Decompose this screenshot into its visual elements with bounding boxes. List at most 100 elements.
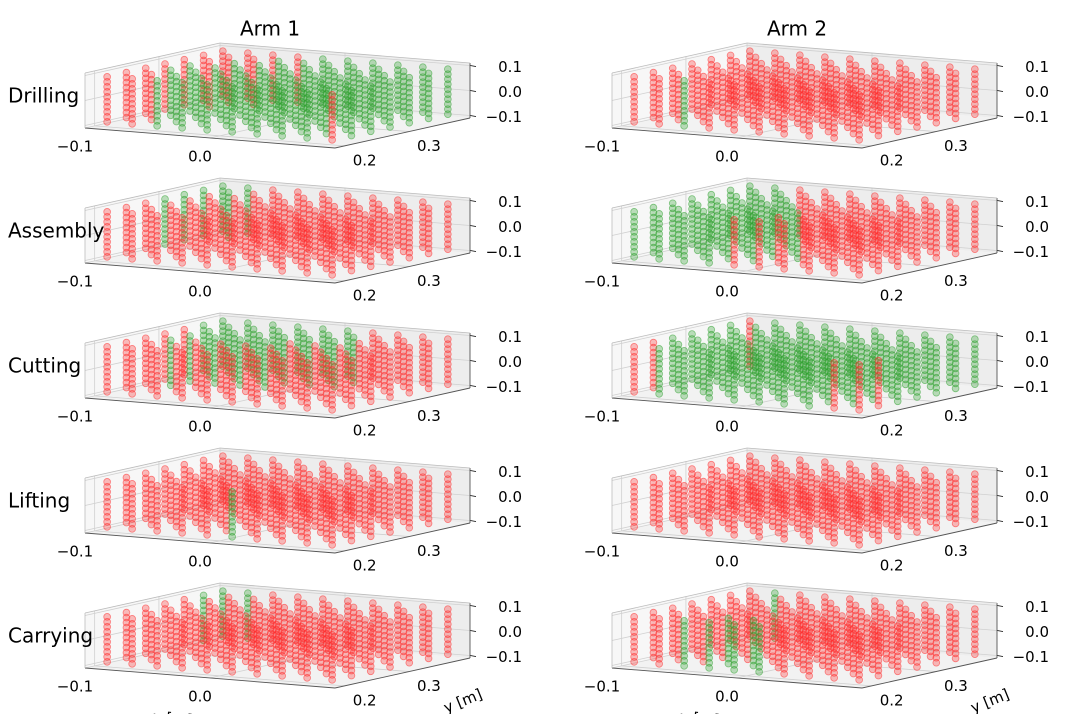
z-tick-mark — [469, 200, 477, 202]
x-tick-label: −0.1 — [584, 408, 620, 426]
point — [305, 335, 314, 344]
point — [907, 341, 916, 350]
point — [780, 355, 788, 363]
point — [805, 357, 813, 365]
point — [166, 471, 175, 480]
point — [266, 479, 275, 488]
point — [266, 74, 275, 83]
point — [688, 330, 696, 338]
z-tick-label: 0.1 — [1025, 193, 1049, 211]
point — [830, 89, 838, 97]
y-tick-label: 0.2 — [880, 421, 904, 439]
point — [843, 78, 852, 87]
point — [655, 345, 663, 353]
point — [203, 81, 211, 89]
point — [324, 331, 333, 340]
point — [855, 226, 863, 234]
x-axis — [84, 127, 336, 149]
row-label: Cutting — [8, 354, 81, 378]
z-tick-mark — [996, 250, 1004, 252]
point — [186, 467, 194, 475]
point — [746, 47, 754, 55]
point — [405, 73, 414, 82]
point — [319, 460, 327, 468]
point — [680, 212, 688, 220]
z-tick-mark — [469, 520, 477, 522]
point — [832, 335, 841, 344]
point — [230, 194, 239, 203]
point — [161, 465, 169, 473]
pane-edge — [84, 42, 221, 74]
z-tick-mark — [996, 90, 1004, 92]
point — [241, 72, 250, 81]
point — [971, 65, 979, 73]
point — [255, 466, 264, 475]
point — [147, 475, 156, 484]
point — [153, 347, 161, 355]
point — [699, 72, 708, 81]
point — [405, 208, 414, 217]
point — [374, 65, 383, 74]
point — [166, 66, 175, 75]
point — [222, 346, 231, 355]
point — [249, 190, 258, 199]
point — [199, 186, 208, 195]
x-tick-label: 0.0 — [715, 283, 739, 301]
z-tick-mark — [996, 385, 1004, 387]
point — [347, 356, 356, 365]
point — [755, 83, 763, 91]
point — [316, 348, 325, 357]
point — [876, 333, 885, 342]
point — [751, 323, 760, 332]
point — [197, 74, 206, 83]
point — [649, 203, 658, 212]
z-tick-mark — [996, 335, 1004, 337]
point — [330, 472, 339, 481]
point — [799, 215, 808, 224]
point — [749, 211, 758, 220]
point — [341, 215, 350, 224]
point — [680, 77, 688, 85]
point — [730, 81, 738, 89]
point — [888, 346, 896, 354]
point — [272, 350, 281, 359]
point — [274, 57, 283, 66]
x-tick-label: −0.1 — [57, 273, 93, 291]
point — [774, 348, 783, 357]
point — [324, 61, 333, 70]
y-tick-label: 0.2 — [880, 286, 904, 304]
point — [261, 473, 269, 481]
point — [724, 209, 733, 218]
point — [349, 63, 358, 72]
point — [874, 86, 883, 95]
point — [247, 348, 256, 357]
point — [349, 198, 358, 207]
point — [199, 456, 208, 465]
point — [147, 340, 156, 349]
point — [128, 345, 136, 353]
point — [244, 454, 252, 462]
point — [241, 477, 250, 486]
point — [294, 188, 302, 196]
point — [386, 483, 394, 491]
point — [211, 199, 219, 207]
point — [330, 337, 339, 346]
point — [261, 338, 269, 346]
point — [876, 198, 885, 207]
point — [849, 354, 858, 363]
point — [763, 201, 771, 209]
point — [269, 456, 277, 464]
point — [843, 348, 852, 357]
point — [807, 333, 816, 342]
z-tick-label: −0.1 — [1013, 108, 1049, 126]
x-tick-label: 0.0 — [715, 418, 739, 436]
point — [732, 57, 741, 66]
point — [178, 349, 186, 357]
point — [380, 476, 389, 485]
point — [244, 319, 252, 327]
point — [261, 203, 269, 211]
point — [230, 329, 239, 338]
point — [224, 53, 233, 62]
point — [813, 340, 821, 348]
point — [269, 321, 277, 329]
